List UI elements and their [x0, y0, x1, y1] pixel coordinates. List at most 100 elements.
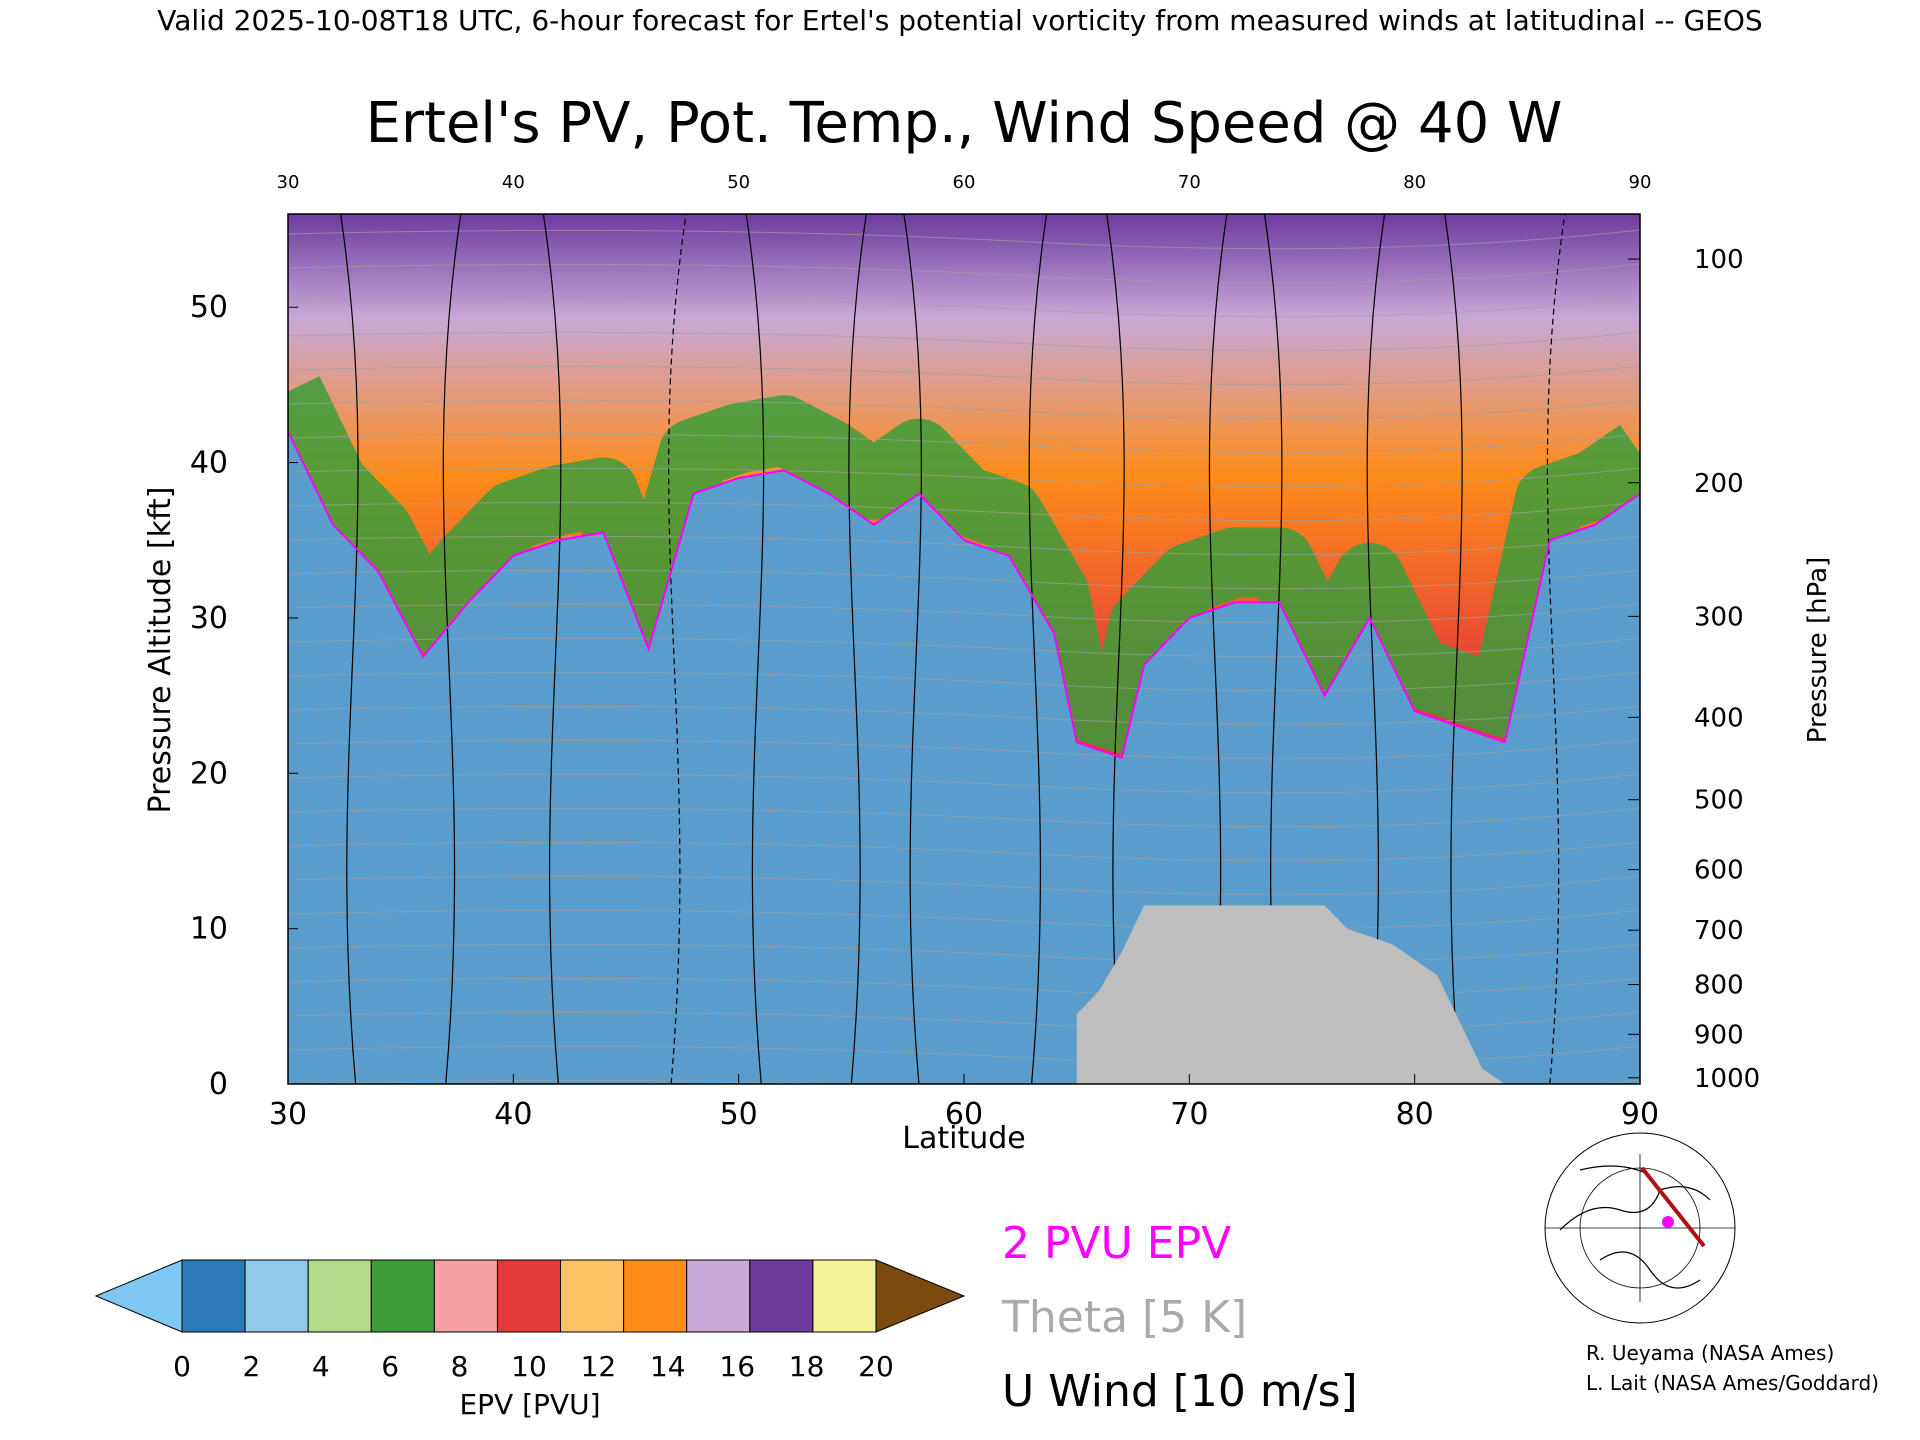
theta-contour [288, 399, 1640, 420]
pressure-tick-label: 1000 [1694, 1064, 1760, 1094]
colorbar-tick-label: 18 [789, 1350, 825, 1383]
theta-contour [288, 671, 1640, 692]
colorbar-segment [686, 1259, 751, 1333]
wind-contour [1444, 214, 1463, 1084]
colorbar-tick-label: 14 [650, 1350, 686, 1383]
theta-contour [288, 433, 1640, 454]
theta-contours [288, 229, 1640, 1084]
legend-theta: Theta [5 K] [1001, 1292, 1247, 1343]
chart-title: Ertel's PV, Pot. Temp., Wind Speed @ 40 … [366, 91, 1563, 156]
theta-contour [288, 297, 1640, 318]
theta-contour [288, 909, 1640, 930]
theta-contour [288, 467, 1640, 488]
pressure-tick-label: 100 [1694, 245, 1744, 275]
x-axis-label: Latitude [902, 1121, 1025, 1156]
x-tick-label: 50 [720, 1097, 758, 1132]
colorbar-tick-label: 8 [451, 1350, 469, 1383]
x-top-tick-label: 40 [502, 172, 525, 193]
theta-contour [288, 263, 1640, 284]
wind-contour [1546, 214, 1566, 1084]
colorbar-under-arrow [94, 1259, 183, 1333]
colorbar-segment [623, 1259, 688, 1333]
colorbar-tick-label: 12 [581, 1350, 617, 1383]
theta-contour [288, 705, 1640, 726]
x-tick-label: 30 [269, 1097, 307, 1132]
wind-contour [442, 214, 462, 1084]
terrain-mask [964, 905, 1505, 1084]
colorbar-over-arrow [875, 1259, 966, 1333]
theta-contour [288, 331, 1640, 352]
y-axis-left-label: Pressure Altitude [kft] [143, 487, 178, 814]
theta-contour [288, 569, 1640, 590]
theta-contour [288, 535, 1640, 556]
colorbar-tick-label: 10 [511, 1350, 547, 1383]
x-top-tick-label: 80 [1403, 172, 1426, 193]
pressure-tick-label: 500 [1694, 786, 1744, 816]
theta-contour [288, 501, 1640, 522]
wind-contour [340, 214, 359, 1084]
colorbar-tick-label: 2 [242, 1350, 260, 1383]
x-tick-label: 80 [1396, 1097, 1434, 1132]
theta-contour [288, 807, 1640, 828]
legend-2pvu: 2 PVU EPV [1002, 1218, 1231, 1269]
colorbar-segment [433, 1259, 498, 1333]
theta-contour [288, 773, 1640, 794]
wind-contour [848, 214, 867, 1084]
colorbar-segment [749, 1259, 814, 1333]
pressure-tick-label: 200 [1694, 469, 1744, 499]
colorbar-segment [181, 1259, 246, 1333]
theta-contour [288, 739, 1640, 760]
colorbar-tick-label: 20 [858, 1350, 894, 1383]
colorbar: 0 2 4 6 8 10 12 14 16 18 20 EPV [PVU] [94, 1259, 966, 1421]
legend-uwind: U Wind [10 m/s] [1002, 1366, 1358, 1417]
pressure-tick-label: 300 [1694, 602, 1744, 632]
inset-map-track [1640, 1166, 1706, 1248]
x-tick-label: 70 [1170, 1097, 1208, 1132]
colorbar-segment [307, 1259, 372, 1333]
theta-contour [288, 875, 1640, 896]
wind-contour [542, 214, 562, 1084]
x-top-tick-label: 50 [727, 172, 750, 193]
colorbar-segment [496, 1259, 562, 1333]
theta-contour [288, 365, 1640, 386]
x-tick-label: 40 [494, 1097, 532, 1132]
y-tick-label: 30 [190, 601, 228, 636]
wind-contour [903, 214, 922, 1084]
y-axis-right-label: Pressure [hPa] [1803, 557, 1833, 744]
x-top-tick-label: 60 [953, 172, 976, 193]
theta-contour [288, 1079, 1640, 1084]
colorbar-segments [181, 1259, 877, 1333]
inset-map-marker [1662, 1216, 1674, 1228]
forecast-header: Valid 2025-10-08T18 UTC, 6-hour forecast… [157, 4, 1762, 37]
colorbar-segment [244, 1259, 309, 1333]
x-tick-label: 90 [1621, 1097, 1659, 1132]
pressure-tick-label: 900 [1694, 1020, 1744, 1050]
x-axis-bottom: 30 40 50 60 70 80 90 [269, 1074, 1659, 1132]
pressure-tick-label: 400 [1694, 703, 1744, 733]
inset-map [1542, 1132, 1738, 1324]
x-top-tick-label: 30 [277, 172, 300, 193]
tropopause-2pvu-line [288, 431, 1640, 760]
wind-contour [745, 214, 765, 1084]
wind-contour [1106, 214, 1125, 1084]
credit-2: L. Lait (NASA Ames/Goddard) [1586, 1371, 1879, 1395]
y-tick-label: 0 [209, 1067, 228, 1102]
colorbar-tick-label: 6 [381, 1350, 399, 1383]
theta-contour [288, 943, 1640, 964]
y-axis-left: 0 10 20 30 40 50 [190, 290, 298, 1102]
colorbar-tick-label: 16 [719, 1350, 755, 1383]
colorbar-segment [370, 1259, 435, 1333]
wind-contour [668, 214, 687, 1084]
y-tick-label: 50 [190, 290, 228, 325]
x-top-tick-label: 70 [1178, 172, 1201, 193]
theta-contour [288, 603, 1640, 624]
theta-contour [288, 229, 1640, 250]
theta-contour [288, 841, 1640, 862]
colorbar-label: EPV [PVU] [459, 1388, 600, 1421]
theta-contour [288, 637, 1640, 658]
y-tick-label: 40 [190, 446, 228, 481]
colorbar-tick-label: 0 [173, 1350, 191, 1383]
pv-transition-band [288, 376, 1640, 753]
pressure-tick-label: 700 [1694, 916, 1744, 946]
